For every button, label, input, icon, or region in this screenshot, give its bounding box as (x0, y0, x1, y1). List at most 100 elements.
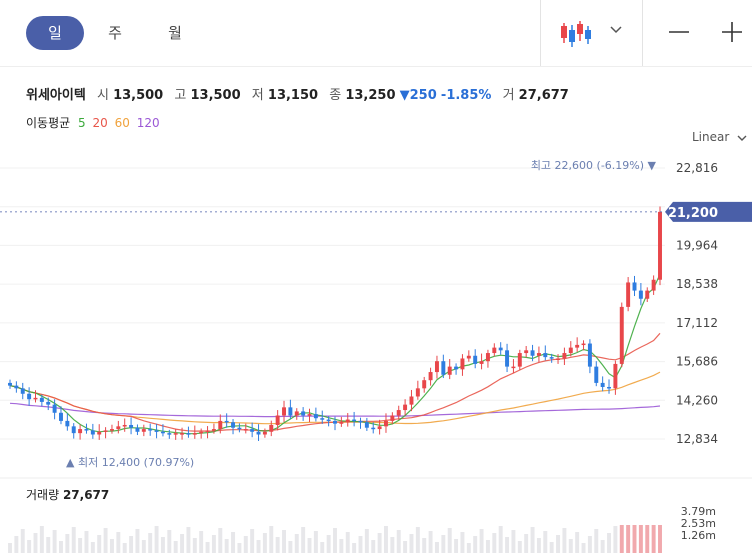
volume-bar (160, 537, 165, 553)
volume-bar (237, 543, 242, 553)
high-label: 고 (174, 88, 187, 103)
candle-body (301, 411, 306, 416)
volume-bar (396, 530, 401, 553)
volume-bar (39, 526, 44, 553)
y-tick-label: 17,112 (676, 316, 718, 330)
candle-body (638, 290, 643, 299)
volume-bar (575, 532, 580, 553)
volume-bar (371, 540, 376, 553)
candle-body (600, 382, 605, 387)
volume-bar (536, 538, 541, 553)
volume-bar (20, 529, 25, 553)
volume-bar (530, 527, 535, 553)
candle-body (505, 350, 510, 367)
tab-week[interactable]: 주 (108, 24, 122, 42)
candle-body (568, 347, 573, 354)
volume-bar (613, 526, 618, 553)
candle-body (205, 430, 210, 432)
ma5-line (9, 274, 661, 435)
stock-name: 위세아이텍 (26, 88, 86, 103)
candle-body (59, 412, 63, 421)
candle-body (358, 420, 363, 423)
ma-5[interactable]: 5 (78, 116, 86, 130)
candle-body (460, 358, 465, 370)
candle-body (422, 380, 427, 389)
candle-body (549, 357, 554, 359)
volume-bar (562, 528, 567, 553)
candlestick-icon[interactable] (556, 13, 596, 53)
tab-day[interactable]: 일 (26, 16, 84, 50)
candle-body (218, 420, 223, 430)
candle-body (20, 388, 25, 394)
volume-bar (587, 536, 592, 553)
candle-body (116, 426, 121, 430)
y-tick-label: 15,686 (676, 355, 718, 369)
candle-body (122, 424, 127, 427)
volume-bar (568, 539, 573, 553)
ma60-line (9, 371, 661, 425)
volume-bar (27, 540, 32, 553)
volume-bar (543, 531, 548, 553)
candle-body (211, 429, 216, 431)
volume-label: 거 (502, 88, 515, 103)
volume-bar (632, 525, 637, 553)
volume-bar (71, 527, 76, 553)
volume-bar (211, 535, 216, 553)
minus-icon[interactable] (667, 20, 691, 44)
volume-bar (186, 527, 191, 553)
volume-bar (626, 525, 631, 553)
candle-body (434, 361, 439, 373)
candle-body (575, 344, 580, 348)
chevron-down-icon (737, 135, 747, 141)
volume-bar (517, 541, 522, 553)
candle-body (536, 353, 541, 356)
volume-bar (84, 531, 89, 553)
volume-bar (581, 543, 586, 553)
ma20-line (9, 332, 661, 432)
candle-body (14, 385, 19, 389)
high-value: 13,500 (190, 88, 241, 103)
ma-60[interactable]: 60 (114, 116, 130, 130)
candle-body (428, 372, 433, 381)
volume-bar (511, 530, 516, 553)
candle-body (288, 407, 293, 416)
volume-bar (218, 528, 223, 553)
min-price-label: ▲ 최저 12,400 (70.97%) (66, 456, 194, 469)
volume-bar (180, 534, 185, 553)
volume-bar (301, 527, 306, 553)
candle-body (632, 282, 637, 291)
volume-axis-label: 2.53m (681, 517, 716, 530)
y-tick-label: 22,816 (676, 161, 718, 175)
current-price-tag (665, 201, 752, 222)
scale-label: Linear (692, 130, 730, 144)
volume-bar (275, 537, 280, 553)
volume-bar (205, 542, 210, 553)
ma-120[interactable]: 120 (136, 116, 160, 130)
volume-panel (0, 478, 752, 558)
ma-20[interactable]: 20 (92, 116, 108, 130)
candle-body (371, 427, 376, 430)
volume-bar (224, 539, 229, 553)
volume-bar (492, 533, 497, 553)
volume-bar (549, 542, 554, 553)
volume-bar (326, 535, 331, 553)
volume-bar (485, 540, 490, 553)
candle-body (250, 429, 255, 432)
volume-bar (269, 526, 274, 553)
volume-bar (600, 540, 605, 553)
volume-axis-label: 3.79m (681, 505, 716, 518)
candle-body (645, 290, 650, 299)
plus-icon[interactable] (720, 20, 744, 44)
chevron-down-icon[interactable] (608, 22, 624, 38)
tab-month[interactable]: 월 (168, 24, 182, 42)
scale-toggle-button[interactable]: Linear (692, 130, 747, 144)
volume-bar (384, 526, 388, 553)
volume-bar (262, 533, 267, 553)
candle-body (441, 361, 446, 375)
candle-body (626, 282, 631, 307)
candle-body (148, 429, 153, 431)
top-toolbar: 일 주 월 (0, 0, 752, 66)
volume-bar (556, 535, 561, 553)
change-value: ▼250 (399, 88, 437, 103)
volume-bar (460, 532, 465, 553)
